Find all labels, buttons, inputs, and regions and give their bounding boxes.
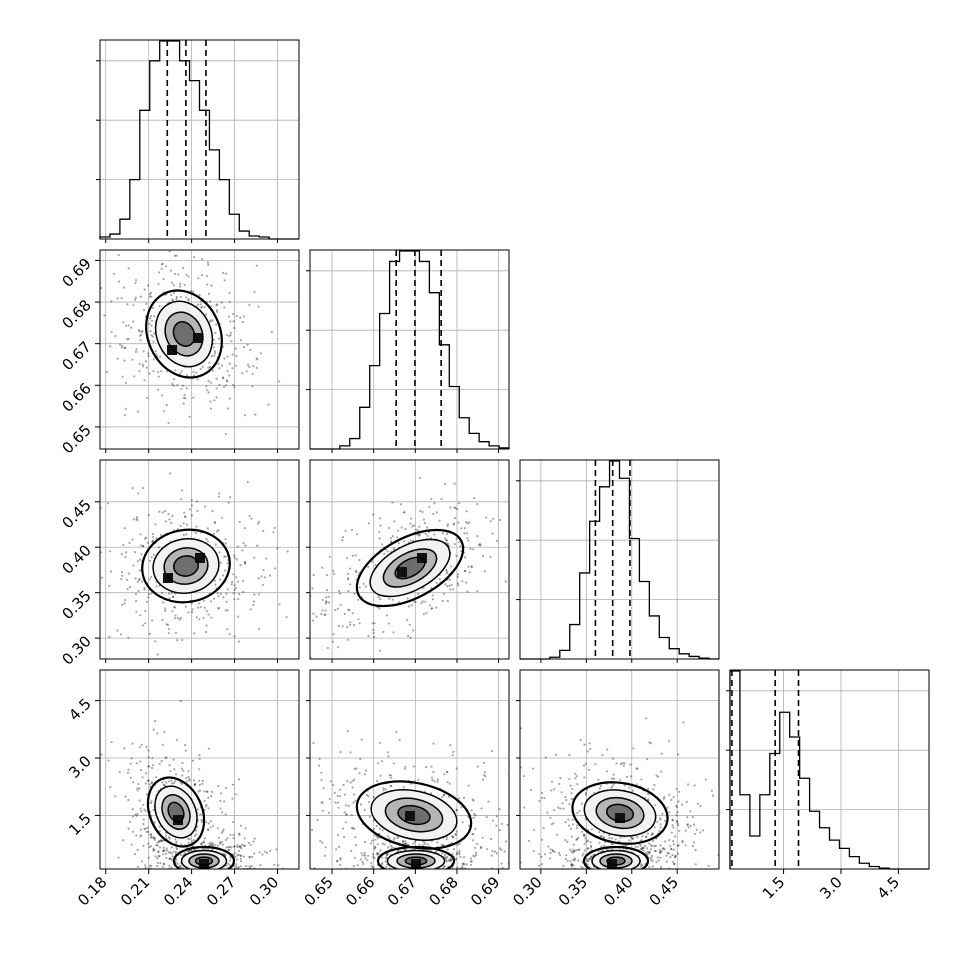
contour-layer xyxy=(141,289,669,869)
x-tick-label-3-2: 0.35 xyxy=(555,873,591,909)
y-tick-label-3-2: 0.35 xyxy=(58,587,94,623)
histogram-1 xyxy=(99,40,299,240)
x-tick-label-4-1: 1.5 xyxy=(759,873,789,903)
histogram-2 xyxy=(310,250,510,450)
x-tick-label-2-2: 0.66 xyxy=(342,873,378,909)
density-fill xyxy=(371,789,457,869)
y-tick-label-4-2: 3.0 xyxy=(65,752,95,782)
histogram-4 xyxy=(729,670,929,870)
x-tick-label-3-1: 0.30 xyxy=(509,873,545,909)
y-tick-label-4-3: 4.5 xyxy=(65,695,95,725)
density-fill xyxy=(153,538,219,594)
contours xyxy=(355,780,473,869)
y-tick-label-3-3: 0.40 xyxy=(58,541,94,577)
density-layer xyxy=(153,301,656,869)
x-tick-label-1-3: 0.24 xyxy=(160,873,196,909)
quantile-layer xyxy=(166,40,800,869)
panel-frame-2-1 xyxy=(99,249,300,450)
contours xyxy=(571,781,669,869)
y-tick-label-2-3: 0.67 xyxy=(58,338,94,374)
contours xyxy=(355,528,465,608)
y-tick-label-3-4: 0.45 xyxy=(58,496,94,532)
y-tick-label-2-2: 0.66 xyxy=(58,379,94,415)
panel-frame-1-1 xyxy=(99,39,300,240)
panel-frame-4-4 xyxy=(729,669,930,870)
panel-frame-3-1 xyxy=(99,459,300,660)
panel-frame-4-1 xyxy=(99,669,300,870)
y-tick-label-4-1: 1.5 xyxy=(65,810,95,840)
x-tick-label-3-4: 0.45 xyxy=(646,873,682,909)
y-tick-label-2-4: 0.68 xyxy=(58,296,94,332)
y-tick-label-2-1: 0.65 xyxy=(58,421,94,457)
x-tick-label-2-5: 0.69 xyxy=(467,873,503,909)
x-tick-label-2-1: 0.65 xyxy=(301,873,337,909)
x-tick-label-2-4: 0.68 xyxy=(425,873,461,909)
x-tick-label-4-2: 3.0 xyxy=(816,873,846,903)
grid-layer xyxy=(100,40,929,869)
contours xyxy=(145,289,223,379)
panel-frame-4-3 xyxy=(519,669,720,870)
contours xyxy=(141,528,231,604)
y-tick-label-2-5: 0.69 xyxy=(58,255,94,291)
x-tick-label-3-3: 0.40 xyxy=(600,873,636,909)
x-tick-label-2-3: 0.67 xyxy=(384,873,420,909)
panel-frame-3-3 xyxy=(519,459,720,660)
panel-frame-4-2 xyxy=(309,669,510,870)
frame-layer xyxy=(99,39,930,870)
density-fill xyxy=(155,301,213,367)
x-tick-label-1-5: 0.30 xyxy=(246,873,282,909)
density-fill xyxy=(154,786,227,869)
hist-layer xyxy=(99,40,929,870)
x-tick-label-1-2: 0.21 xyxy=(117,873,153,909)
histogram-3 xyxy=(520,460,719,660)
contours xyxy=(146,776,236,869)
x-tick-label-1-4: 0.27 xyxy=(203,873,239,909)
panel-frame-3-2 xyxy=(309,459,510,660)
x-tick-label-4-3: 4.5 xyxy=(874,873,904,903)
x-tick-label-1-1: 0.18 xyxy=(74,873,110,909)
y-tick-label-3-1: 0.30 xyxy=(58,632,94,668)
panel-frame-2-2 xyxy=(309,249,510,450)
